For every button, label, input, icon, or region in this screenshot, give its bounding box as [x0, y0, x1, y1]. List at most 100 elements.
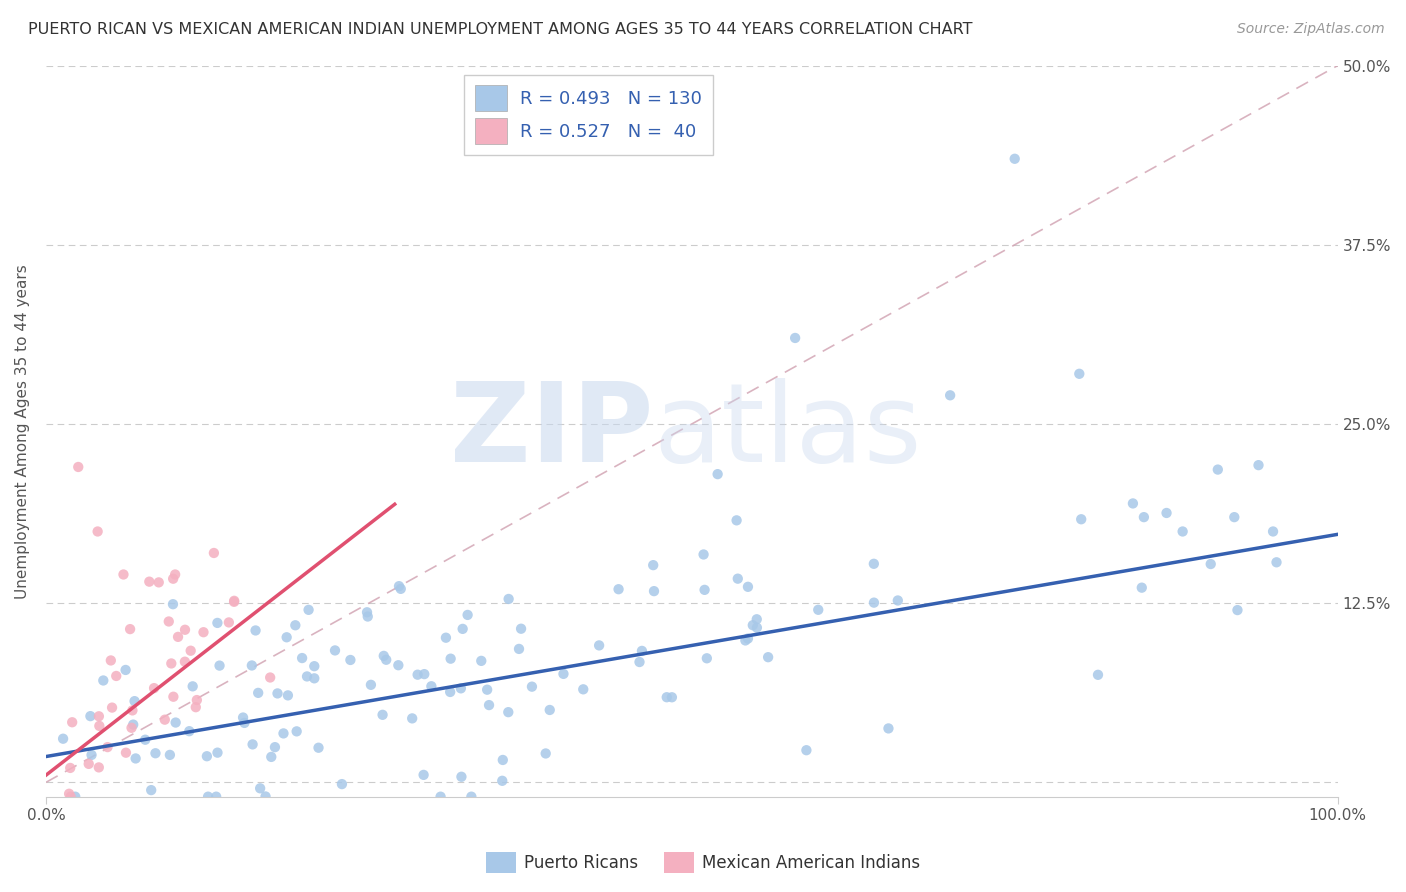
Point — [440, 651, 463, 665]
Point — [162, 690, 184, 704]
Point — [588, 639, 610, 653]
Point — [59, 761, 82, 775]
Point — [284, 618, 307, 632]
Point — [1004, 152, 1026, 166]
Point — [148, 575, 170, 590]
Point — [145, 746, 167, 760]
Point — [79, 709, 101, 723]
Point — [887, 593, 910, 607]
Point — [273, 726, 295, 740]
Point — [60, 715, 83, 730]
Point — [553, 666, 575, 681]
Point — [491, 773, 513, 788]
Point — [254, 789, 277, 804]
Legend: Puerto Ricans, Mexican American Indians: Puerto Ricans, Mexican American Indians — [479, 846, 927, 880]
Point — [607, 582, 630, 597]
Point — [693, 582, 716, 597]
Text: ZIP: ZIP — [450, 377, 652, 484]
Point — [863, 557, 886, 571]
Point — [389, 582, 412, 596]
Point — [534, 747, 557, 761]
Point — [89, 719, 111, 733]
Point — [1223, 510, 1246, 524]
Point — [406, 667, 429, 681]
Point — [205, 789, 228, 804]
Point — [247, 686, 270, 700]
Point — [77, 756, 100, 771]
Point — [174, 655, 197, 669]
Point — [207, 746, 229, 760]
Point — [572, 682, 595, 697]
Point — [162, 572, 184, 586]
Text: Source: ZipAtlas.com: Source: ZipAtlas.com — [1237, 22, 1385, 37]
Point — [1171, 524, 1194, 539]
Point — [375, 653, 398, 667]
Point — [245, 624, 267, 638]
Y-axis label: Unemployment Among Ages 35 to 44 years: Unemployment Among Ages 35 to 44 years — [15, 264, 30, 599]
Point — [439, 685, 461, 699]
Point — [498, 591, 520, 606]
Point — [193, 625, 215, 640]
Point — [741, 618, 763, 632]
Point — [1226, 603, 1249, 617]
Point — [692, 548, 714, 562]
Point — [112, 567, 135, 582]
Point — [174, 623, 197, 637]
Point — [80, 747, 103, 762]
Point — [121, 721, 143, 735]
Point — [260, 750, 283, 764]
Point — [138, 574, 160, 589]
Point — [105, 669, 128, 683]
Point — [218, 615, 240, 630]
Point — [153, 713, 176, 727]
Point — [401, 711, 423, 725]
Point — [242, 738, 264, 752]
Point — [285, 724, 308, 739]
Point — [863, 596, 886, 610]
Point — [655, 690, 678, 705]
Point — [725, 513, 748, 527]
Point — [180, 643, 202, 657]
Point — [186, 693, 208, 707]
Point — [165, 715, 187, 730]
Point — [1133, 510, 1156, 524]
Point — [87, 709, 110, 723]
Point — [1265, 555, 1288, 569]
Point — [202, 546, 225, 560]
Point — [737, 632, 759, 646]
Point — [277, 689, 299, 703]
Point — [1122, 496, 1144, 510]
Point — [756, 650, 779, 665]
Point — [207, 615, 229, 630]
Point — [208, 658, 231, 673]
Point — [1206, 462, 1229, 476]
Point — [222, 595, 245, 609]
Point — [52, 731, 75, 746]
Point — [508, 641, 530, 656]
Point — [371, 707, 394, 722]
Point — [745, 612, 768, 626]
Point — [492, 753, 515, 767]
Point — [58, 787, 80, 801]
Point — [91, 673, 114, 688]
Point — [628, 655, 651, 669]
Point — [249, 781, 271, 796]
Point — [122, 717, 145, 731]
Point — [450, 681, 472, 696]
Point — [179, 724, 201, 739]
Point — [643, 558, 665, 573]
Point — [195, 749, 218, 764]
Point — [157, 615, 180, 629]
Point — [538, 703, 561, 717]
Point — [259, 671, 281, 685]
Point — [1261, 524, 1284, 539]
Point — [295, 669, 318, 683]
Point — [96, 740, 118, 755]
Point — [162, 597, 184, 611]
Point — [323, 643, 346, 657]
Point — [134, 732, 156, 747]
Point — [141, 783, 163, 797]
Point — [1247, 458, 1270, 472]
Point — [65, 789, 87, 804]
Point — [434, 631, 457, 645]
